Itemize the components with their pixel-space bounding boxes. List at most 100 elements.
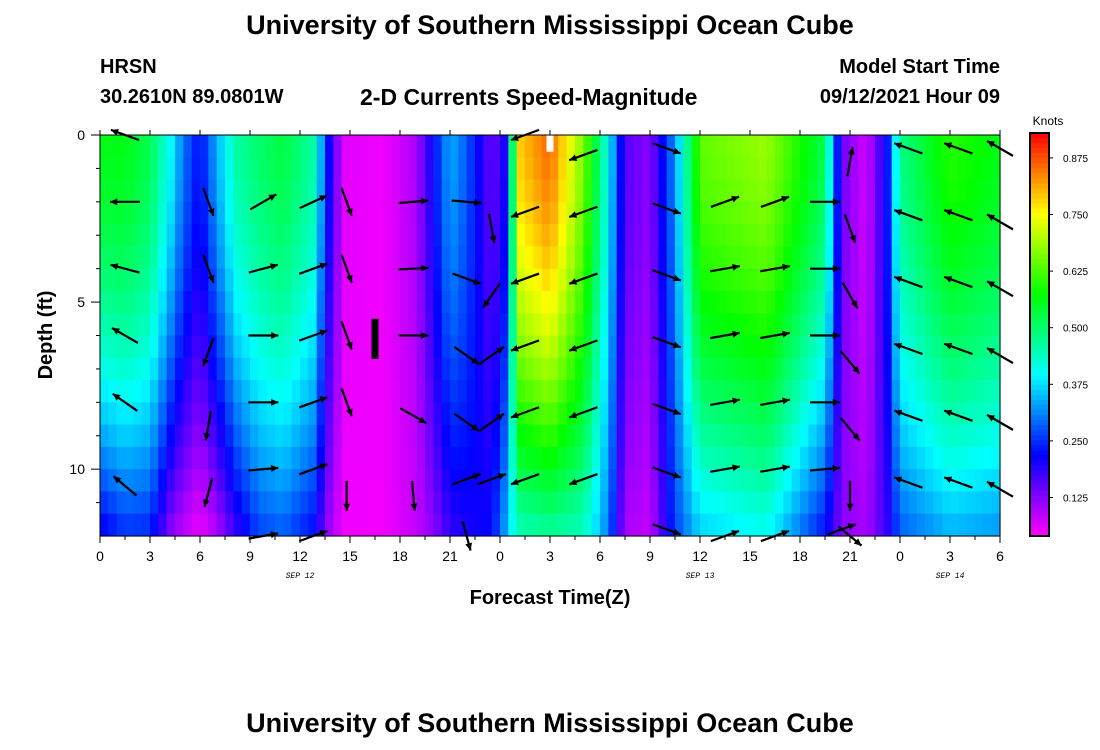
heatmap-cell bbox=[666, 469, 676, 493]
heatmap-cell bbox=[633, 469, 643, 493]
heatmap-cell bbox=[508, 290, 518, 314]
current-arrow bbox=[893, 142, 923, 155]
heatmap-cell bbox=[533, 201, 543, 225]
heatmap-cell bbox=[675, 491, 684, 515]
heatmap-cell bbox=[841, 469, 851, 493]
heatmap-cell bbox=[208, 135, 218, 158]
heatmap-cell bbox=[841, 491, 851, 515]
heatmap-cell bbox=[625, 380, 634, 403]
heatmap-cell bbox=[825, 313, 834, 337]
heatmap-cell bbox=[308, 313, 318, 337]
heatmap-cell bbox=[250, 224, 259, 247]
heatmap-cell bbox=[733, 402, 743, 426]
heatmap-cell bbox=[283, 513, 293, 537]
heatmap-cell bbox=[441, 246, 451, 270]
heatmap-cell bbox=[958, 179, 968, 203]
heatmap-cell bbox=[400, 335, 409, 359]
heatmap-cell bbox=[833, 469, 843, 493]
heatmap-cell bbox=[341, 402, 351, 426]
heatmap-cell bbox=[958, 469, 968, 493]
heatmap-cell bbox=[483, 380, 493, 403]
heatmap-cell bbox=[266, 246, 276, 270]
heatmap-cell bbox=[791, 513, 801, 537]
heatmap-cell bbox=[591, 513, 601, 537]
heatmap-cell bbox=[150, 135, 159, 158]
heatmap-cell bbox=[816, 135, 826, 158]
colorbar-segment bbox=[1030, 263, 1049, 270]
heatmap-cell bbox=[816, 313, 826, 337]
heatmap-cell bbox=[658, 224, 668, 247]
heatmap-cell bbox=[866, 246, 876, 270]
heatmap-cell bbox=[250, 380, 259, 403]
heatmap-cell bbox=[608, 224, 618, 247]
heatmap-cell bbox=[291, 380, 301, 403]
heatmap-cell bbox=[825, 157, 834, 181]
heatmap-cell bbox=[933, 313, 943, 337]
heatmap-cell bbox=[316, 135, 326, 158]
heatmap-cell bbox=[541, 513, 551, 537]
heatmap-cell bbox=[550, 469, 559, 493]
heatmap-cell bbox=[408, 380, 418, 403]
heatmap-cell bbox=[375, 157, 384, 181]
heatmap-cell bbox=[733, 268, 743, 292]
heatmap-cell bbox=[333, 290, 343, 314]
heatmap-cell bbox=[933, 268, 943, 292]
heatmap-cell bbox=[775, 224, 784, 247]
current-arrow bbox=[398, 264, 429, 272]
heatmap-cell bbox=[658, 446, 668, 470]
heatmap-cell bbox=[383, 201, 393, 225]
heatmap-cell bbox=[316, 179, 326, 203]
heatmap-cell bbox=[816, 201, 826, 225]
heatmap-cell bbox=[458, 246, 468, 270]
heatmap-cell bbox=[575, 246, 584, 270]
heatmap-cell bbox=[741, 491, 751, 515]
heatmap-cell bbox=[191, 402, 201, 426]
heatmap-cell bbox=[308, 335, 318, 359]
heatmap-cell bbox=[625, 357, 634, 381]
heatmap-cell bbox=[975, 357, 984, 381]
heatmap-cell bbox=[458, 313, 468, 337]
heatmap-cell bbox=[775, 268, 784, 292]
heatmap-cell bbox=[958, 135, 968, 158]
heatmap-cell bbox=[808, 290, 818, 314]
heatmap-cell bbox=[483, 179, 493, 203]
heatmap-cell bbox=[283, 179, 293, 203]
heatmap-cell bbox=[383, 357, 393, 381]
heatmap-cell bbox=[975, 224, 984, 247]
heatmap-cell bbox=[991, 513, 1001, 537]
heatmap-cell bbox=[933, 135, 943, 158]
heatmap-cell bbox=[125, 246, 134, 270]
heatmap-cell bbox=[208, 357, 218, 381]
heatmap-cell bbox=[991, 246, 1001, 270]
heatmap-cell bbox=[308, 513, 318, 537]
heatmap-cell bbox=[133, 224, 143, 247]
heatmap-cell bbox=[725, 246, 734, 270]
heatmap-cell bbox=[991, 179, 1001, 203]
heatmap-cell bbox=[166, 357, 176, 381]
heatmap-cell bbox=[108, 246, 118, 270]
heatmap-cell bbox=[683, 157, 693, 181]
heatmap-cell bbox=[183, 469, 193, 493]
heatmap-cell bbox=[633, 513, 643, 537]
heatmap-cell bbox=[275, 179, 284, 203]
heatmap-cell bbox=[266, 268, 276, 292]
heatmap-cell bbox=[841, 335, 851, 359]
heatmap-cell bbox=[675, 513, 684, 537]
heatmap-cell bbox=[816, 246, 826, 270]
heatmap-cell bbox=[691, 491, 701, 515]
heatmap-cell bbox=[591, 446, 601, 470]
heatmap-cell bbox=[475, 424, 484, 448]
heatmap-cell bbox=[758, 290, 768, 314]
heatmap-cell bbox=[116, 446, 126, 470]
heatmap-cell bbox=[225, 424, 234, 448]
heatmap-cell bbox=[808, 469, 818, 493]
heatmap-cell bbox=[783, 268, 793, 292]
heatmap-cell bbox=[508, 469, 518, 493]
current-arrow bbox=[202, 187, 215, 217]
heatmap-cell bbox=[225, 313, 234, 337]
heatmap-cell bbox=[550, 290, 559, 314]
heatmap-cell bbox=[908, 446, 918, 470]
heatmap-cell bbox=[266, 157, 276, 181]
heatmap-cell bbox=[241, 513, 251, 537]
heatmap-cell bbox=[791, 224, 801, 247]
